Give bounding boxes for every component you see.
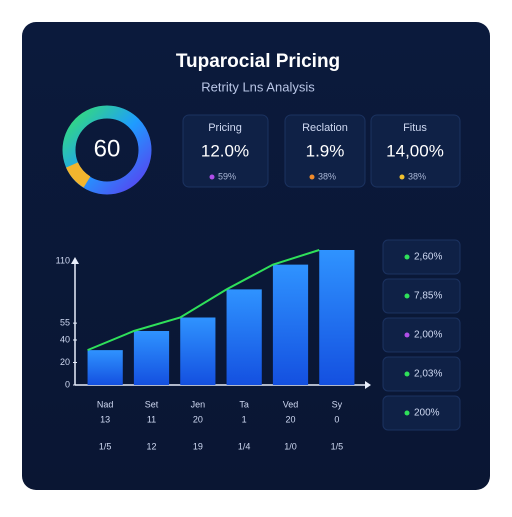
side-card: [382, 317, 461, 353]
y-tick-label: 20: [60, 357, 70, 367]
side-dot: [404, 371, 410, 377]
title: Tuparocial Pricing: [176, 51, 340, 72]
x-sub-label: 20: [193, 414, 203, 424]
side-dot: [404, 332, 410, 338]
side-label: 7,85%: [414, 291, 442, 302]
bar: [133, 331, 170, 385]
x-sub-label: 1/4: [238, 441, 251, 451]
side-card: [382, 356, 461, 392]
side-card: [382, 395, 461, 431]
side-dot: [404, 254, 410, 260]
x-sub-label: 13: [100, 414, 110, 424]
side-dot: [404, 293, 410, 299]
kpi-dot: [399, 174, 405, 180]
y-arrow: [71, 257, 79, 264]
x-tick-label: Ta: [239, 399, 249, 409]
x-arrow: [365, 381, 371, 389]
x-sub-label: 12: [146, 441, 156, 451]
x-sub-label: 11: [147, 414, 156, 424]
kpi-value: 12.0%: [201, 141, 249, 160]
x-sub-label: 1/5: [99, 441, 112, 451]
x-tick-label: Nad: [97, 399, 114, 409]
x-sub-label: 20: [285, 414, 295, 424]
kpi-card: [370, 114, 461, 188]
x-sub-label: 1/5: [331, 441, 344, 451]
x-sub-label: 1: [242, 414, 247, 424]
y-tick-label: 40: [60, 334, 70, 344]
kpi-sub: 59%: [218, 171, 236, 181]
x-tick-label: Ved: [283, 399, 299, 409]
x-sub-label: 0: [334, 414, 339, 424]
bar: [226, 289, 262, 385]
gauge-ring: [62, 105, 152, 195]
side-card: [382, 278, 461, 314]
gauge-label: 60: [94, 135, 121, 162]
bar: [180, 317, 216, 385]
bar: [319, 250, 355, 385]
kpi-card: [284, 114, 366, 188]
bar: [272, 264, 309, 385]
x-tick-label: Set: [145, 399, 159, 409]
x-tick-label: Jen: [191, 399, 206, 409]
bar: [87, 350, 123, 385]
side-label: 2,60%: [414, 252, 442, 263]
x-sub-label: 1/0: [284, 441, 297, 451]
side-label: 2,03%: [414, 369, 442, 380]
x-tick-label: Sy: [332, 399, 343, 409]
y-tick-label: 0: [65, 379, 70, 389]
x-sub-label: 19: [193, 441, 203, 451]
subtitle: Retrity Lns Analysis: [201, 79, 315, 94]
side-label: 2,00%: [414, 330, 442, 341]
y-tick-label: 110: [56, 256, 70, 266]
y-tick-label: 55: [60, 318, 70, 328]
kpi-value: 14,00%: [386, 141, 444, 160]
kpi-label: Fitus: [403, 122, 427, 134]
kpi-dot: [209, 174, 215, 180]
kpi-sub: 38%: [408, 171, 426, 181]
kpi-label: Pricing: [208, 122, 242, 134]
kpi-label: Reclation: [302, 122, 348, 134]
side-card: [382, 239, 461, 275]
gauge-segment: [66, 162, 91, 188]
kpi-dot: [309, 174, 315, 180]
trend-line: [87, 249, 320, 352]
kpi-sub: 38%: [318, 171, 336, 181]
side-label: 200%: [414, 408, 440, 419]
side-dot: [404, 410, 410, 416]
kpi-card: [182, 114, 269, 188]
kpi-value: 1.9%: [306, 141, 345, 160]
